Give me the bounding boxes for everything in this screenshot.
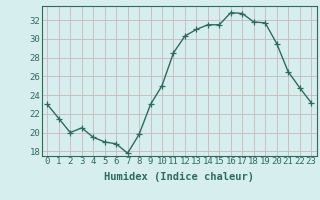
X-axis label: Humidex (Indice chaleur): Humidex (Indice chaleur) [104, 172, 254, 182]
